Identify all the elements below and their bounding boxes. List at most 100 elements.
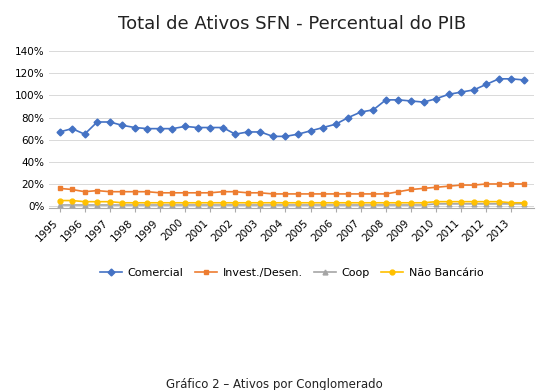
Invest./Desen. xyxy=(282,191,289,196)
Comercial xyxy=(69,126,75,131)
Invest./Desen. xyxy=(69,187,75,192)
Comercial xyxy=(194,125,201,130)
Line: Não Bancário: Não Bancário xyxy=(57,198,526,205)
Coop xyxy=(370,203,377,207)
Não Bancário xyxy=(295,200,301,205)
Comercial xyxy=(345,115,351,120)
Coop xyxy=(270,203,276,207)
Comercial xyxy=(395,98,402,102)
Não Bancário xyxy=(81,199,88,204)
Invest./Desen. xyxy=(156,190,163,195)
Invest./Desen. xyxy=(119,190,126,194)
Coop xyxy=(194,203,201,207)
Comercial xyxy=(232,132,239,136)
Coop xyxy=(408,203,414,207)
Comercial xyxy=(169,126,176,131)
Coop xyxy=(69,203,75,207)
Não Bancário xyxy=(169,200,176,205)
Comercial xyxy=(81,132,88,136)
Coop xyxy=(520,202,527,206)
Não Bancário xyxy=(119,200,126,205)
Comercial xyxy=(433,96,439,101)
Comercial xyxy=(445,92,452,97)
Invest./Desen. xyxy=(445,184,452,188)
Coop xyxy=(445,202,452,206)
Invest./Desen. xyxy=(56,186,63,191)
Não Bancário xyxy=(496,199,502,204)
Comercial xyxy=(56,129,63,134)
Comercial xyxy=(282,134,289,139)
Não Bancário xyxy=(107,199,113,204)
Invest./Desen. xyxy=(257,190,264,195)
Não Bancário xyxy=(357,200,364,205)
Invest./Desen. xyxy=(220,190,226,194)
Coop xyxy=(320,203,327,207)
Comercial xyxy=(458,90,464,94)
Coop xyxy=(94,203,100,207)
Invest./Desen. xyxy=(182,190,188,195)
Text: Gráfico 2 – Ativos por Conglomerado: Gráfico 2 – Ativos por Conglomerado xyxy=(166,378,383,390)
Não Bancário xyxy=(144,200,150,205)
Não Bancário xyxy=(232,200,239,205)
Coop xyxy=(119,203,126,207)
Coop xyxy=(81,203,88,207)
Coop xyxy=(395,203,402,207)
Invest./Desen. xyxy=(244,190,251,195)
Invest./Desen. xyxy=(470,183,477,188)
Comercial xyxy=(156,126,163,131)
Comercial xyxy=(332,122,339,126)
Não Bancário xyxy=(520,200,527,205)
Invest./Desen. xyxy=(94,188,100,193)
Não Bancário xyxy=(194,200,201,205)
Não Bancário xyxy=(257,200,264,205)
Invest./Desen. xyxy=(295,191,301,196)
Invest./Desen. xyxy=(370,191,377,196)
Não Bancário xyxy=(383,200,389,205)
Invest./Desen. xyxy=(320,191,327,196)
Line: Invest./Desen.: Invest./Desen. xyxy=(57,181,526,196)
Invest./Desen. xyxy=(483,182,490,186)
Não Bancário xyxy=(483,199,490,204)
Coop xyxy=(257,203,264,207)
Coop xyxy=(220,203,226,207)
Comercial xyxy=(182,124,188,129)
Não Bancário xyxy=(220,200,226,205)
Invest./Desen. xyxy=(132,190,138,194)
Coop xyxy=(232,203,239,207)
Invest./Desen. xyxy=(270,191,276,196)
Não Bancário xyxy=(470,199,477,204)
Invest./Desen. xyxy=(232,190,239,194)
Não Bancário xyxy=(408,200,414,205)
Invest./Desen. xyxy=(408,187,414,192)
Comercial xyxy=(483,82,490,87)
Coop xyxy=(156,203,163,207)
Coop xyxy=(56,203,63,207)
Invest./Desen. xyxy=(81,190,88,194)
Não Bancário xyxy=(395,200,402,205)
Comercial xyxy=(270,134,276,139)
Comercial xyxy=(119,123,126,128)
Invest./Desen. xyxy=(194,190,201,195)
Não Bancário xyxy=(332,200,339,205)
Não Bancário xyxy=(132,200,138,205)
Title: Total de Ativos SFN - Percentual do PIB: Total de Ativos SFN - Percentual do PIB xyxy=(117,15,466,33)
Não Bancário xyxy=(270,200,276,205)
Não Bancário xyxy=(370,200,377,205)
Comercial xyxy=(295,132,301,136)
Comercial xyxy=(496,76,502,81)
Line: Comercial: Comercial xyxy=(57,76,526,139)
Invest./Desen. xyxy=(307,191,314,196)
Comercial xyxy=(420,100,427,105)
Não Bancário xyxy=(207,200,214,205)
Invest./Desen. xyxy=(395,190,402,194)
Invest./Desen. xyxy=(520,182,527,186)
Coop xyxy=(282,203,289,207)
Invest./Desen. xyxy=(207,190,214,195)
Não Bancário xyxy=(56,198,63,203)
Coop xyxy=(433,202,439,206)
Invest./Desen. xyxy=(332,191,339,196)
Comercial xyxy=(307,129,314,133)
Não Bancário xyxy=(508,200,515,205)
Comercial xyxy=(220,125,226,130)
Invest./Desen. xyxy=(508,182,515,186)
